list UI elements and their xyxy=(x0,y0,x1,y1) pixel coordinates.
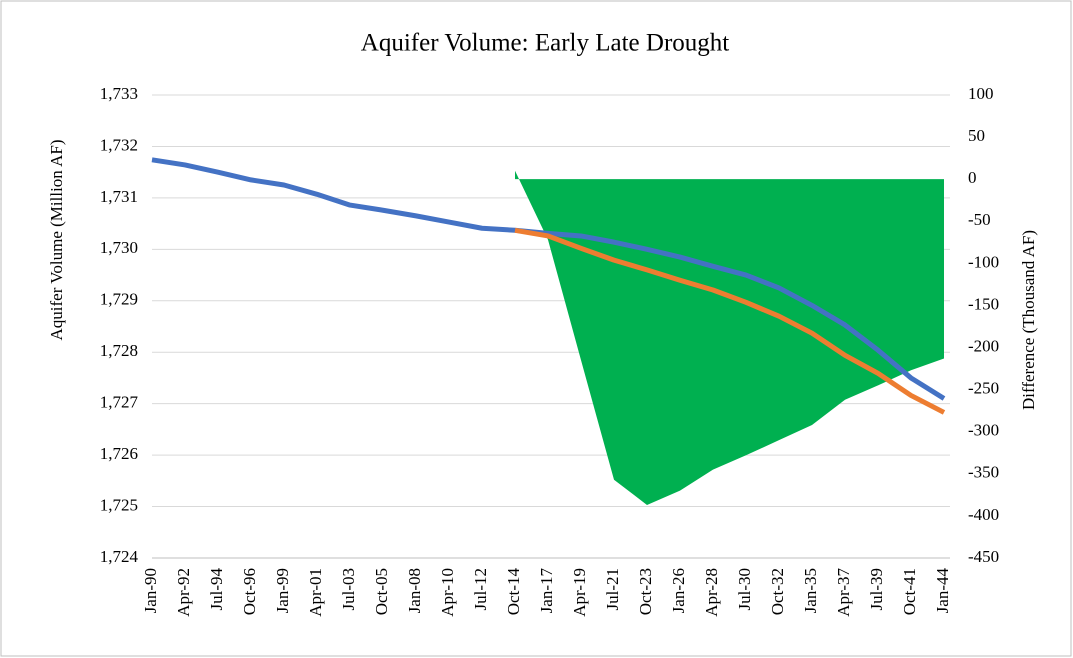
y2-tick-label: -250 xyxy=(968,379,999,398)
y2-tick-label: -400 xyxy=(968,505,999,524)
x-tick-label: Jan-99 xyxy=(273,568,292,613)
x-tick-label: Jul-12 xyxy=(471,568,490,611)
x-tick-label: Apr-28 xyxy=(702,568,721,617)
y2-tick-label: -350 xyxy=(968,463,999,482)
y-tick-label: 1,730 xyxy=(100,238,138,257)
x-tick-label: Jul-21 xyxy=(603,568,622,611)
x-tick-label: Apr-10 xyxy=(438,568,457,617)
x-tick-label: Apr-92 xyxy=(174,568,193,617)
volume-line xyxy=(151,157,946,401)
y-tick-label: 1,733 xyxy=(100,84,138,103)
y2-tick-label: -300 xyxy=(968,421,999,440)
difference-area xyxy=(515,170,944,505)
y-tick-label: 1,728 xyxy=(100,341,138,360)
y2-tick-label: -150 xyxy=(968,294,999,313)
x-tick-label: Apr-19 xyxy=(570,568,589,617)
y2-tick-label: -450 xyxy=(968,547,999,566)
x-tick-label: Jul-30 xyxy=(735,568,754,611)
x-tick-label: Oct-41 xyxy=(900,568,919,615)
y-tick-label: 1,725 xyxy=(100,495,138,514)
y2-axis-label: Difference (Thousand AF) xyxy=(1019,230,1038,410)
y2-tick-label: -200 xyxy=(968,336,999,355)
x-tick-label: Jul-94 xyxy=(207,568,226,611)
x-tick-label: Jul-03 xyxy=(339,568,358,611)
x-tick-label: Jan-26 xyxy=(669,568,688,613)
x-tick-label: Jan-17 xyxy=(537,568,556,614)
y-tick-label: 1,729 xyxy=(100,290,138,309)
x-tick-label: Oct-32 xyxy=(768,568,787,615)
y-axis-label: Aquifer Volume (Million AF) xyxy=(47,139,66,340)
x-tick-label: Oct-14 xyxy=(504,568,523,616)
y-tick-label: 1,727 xyxy=(100,393,139,412)
y-tick-label: 1,726 xyxy=(100,444,138,463)
x-tick-label: Jan-35 xyxy=(801,568,820,613)
x-tick-label: Oct-96 xyxy=(240,568,259,615)
y2-tick-label: 100 xyxy=(968,84,994,103)
volume-line xyxy=(514,227,946,415)
y-tick-label: 1,724 xyxy=(100,547,139,566)
y2-tick-label: -50 xyxy=(968,210,991,229)
x-tick-label: Apr-37 xyxy=(834,568,853,617)
y2-tick-label: -100 xyxy=(968,252,999,271)
x-tick-label: Oct-23 xyxy=(636,568,655,615)
y2-tick-label: 0 xyxy=(968,168,977,187)
x-tick-label: Jan-90 xyxy=(141,568,160,613)
y-tick-label: 1,731 xyxy=(100,187,138,206)
x-tick-label: Jan-44 xyxy=(933,568,952,614)
y-tick-label: 1,732 xyxy=(100,135,138,154)
x-tick-label: Jan-08 xyxy=(405,568,424,613)
chart-title: Aquifer Volume: Early Late Drought xyxy=(361,30,729,57)
x-tick-label: Oct-05 xyxy=(372,568,391,615)
x-tick-label: Apr-01 xyxy=(306,568,325,617)
y2-tick-label: 50 xyxy=(968,126,985,145)
x-tick-label: Jul-39 xyxy=(867,568,886,611)
